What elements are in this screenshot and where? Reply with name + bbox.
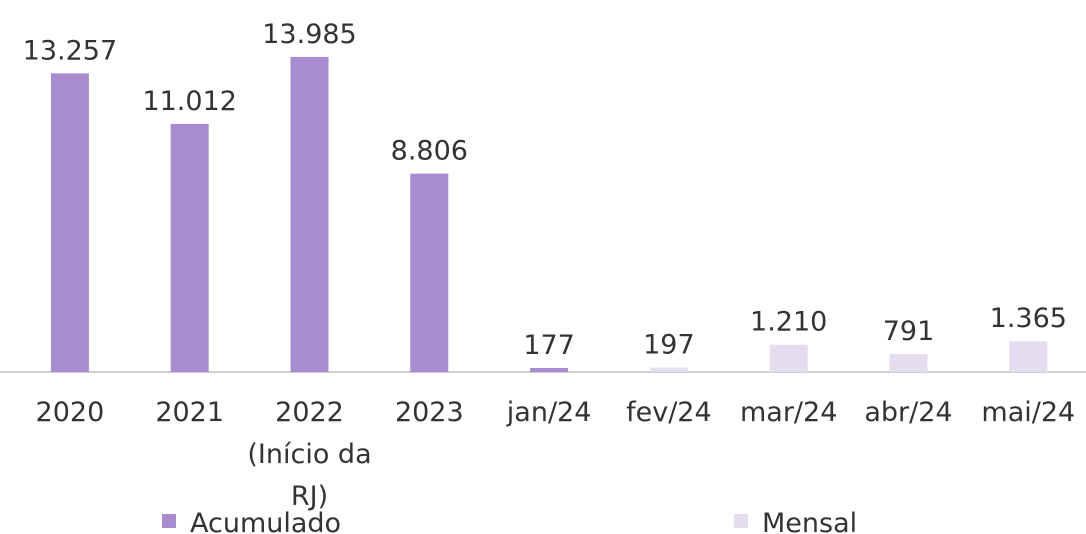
data-label: 177 (523, 330, 575, 361)
data-label: 8.806 (391, 136, 468, 167)
legend-swatch (162, 514, 176, 528)
x-tick-label: 2020 (35, 397, 105, 428)
x-tick-label: 2022 (Início da RJ) (247, 397, 372, 512)
bar (410, 173, 449, 372)
bar (50, 73, 89, 372)
x-tick-label: mai/24 (981, 397, 1076, 428)
x-tick-label: 2023 (394, 397, 464, 428)
x-tick-label: abr/24 (864, 397, 953, 428)
data-label: 791 (883, 316, 935, 347)
legend-label: Mensal (762, 508, 857, 534)
data-label: 13.985 (262, 19, 356, 50)
bar (1009, 341, 1048, 372)
data-label: 197 (643, 330, 695, 361)
bar (889, 354, 928, 372)
data-label: 11.012 (142, 86, 236, 117)
legend-label: Acumulado (190, 508, 341, 534)
x-tick-label: 2021 (155, 397, 225, 428)
legend-swatch (734, 514, 748, 528)
bar (170, 123, 209, 372)
data-label: 1.365 (990, 303, 1067, 334)
bar (649, 367, 688, 372)
x-tick-label: mar/24 (739, 397, 838, 428)
data-label: 1.210 (750, 307, 827, 338)
data-label: 13.257 (23, 35, 117, 66)
bar (530, 368, 569, 372)
x-tick-label: fev/24 (626, 397, 712, 428)
x-tick-label: jan/24 (506, 397, 592, 428)
bar (769, 344, 808, 372)
bar (290, 56, 329, 372)
